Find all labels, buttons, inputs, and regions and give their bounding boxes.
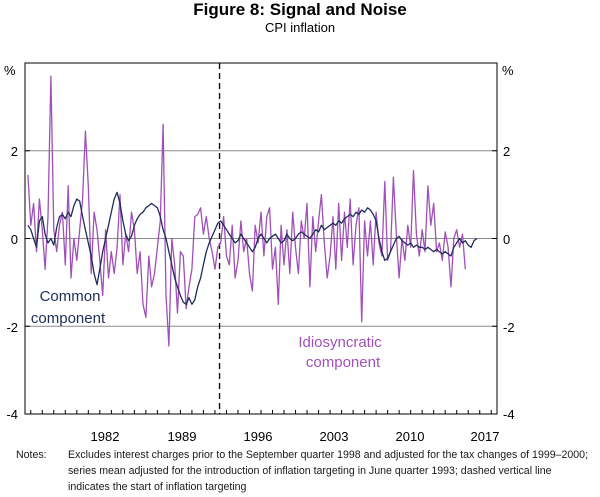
y-tick-label-right: -2 (503, 320, 515, 335)
y-tick-label-left: -4 (6, 407, 18, 422)
axis-ticks (25, 62, 497, 415)
gridlines (25, 63, 497, 414)
y-unit-label-right: % (502, 63, 514, 78)
y-unit-label-left: % (4, 63, 16, 78)
y-tick-label-right: 0 (503, 232, 510, 247)
idiosyncratic-component-label: Idiosyncratic (298, 334, 382, 351)
x-tick-label: 1996 (244, 429, 273, 444)
y-tick-label-left: 0 (11, 232, 18, 247)
common-component-label: Common (40, 288, 101, 305)
chart-canvas: % % 2 0 -2 -4 2 0 -2 -4 1982 1989 1996 2… (4, 62, 515, 444)
notes-text: Excludes interest charges prior to the S… (68, 449, 589, 493)
x-tick-label: 2003 (320, 429, 349, 444)
y-tick-label-left: 2 (11, 144, 18, 159)
common-component-line (27, 191, 478, 305)
chart-subtitle: CPI inflation (264, 20, 336, 35)
x-tick-label: 2017 (471, 429, 500, 444)
y-tick-label-right: -4 (503, 407, 515, 422)
common-component-label: component (31, 310, 106, 327)
x-tick-label: 1982 (91, 429, 120, 444)
idiosyncratic-component-line (27, 75, 466, 347)
notes-label: Notes: (16, 449, 47, 461)
idiosyncratic-component-label: component (306, 354, 381, 371)
y-tick-label-left: -2 (6, 320, 18, 335)
y-tick-label-right: 2 (503, 144, 510, 159)
x-tick-label: 2010 (396, 429, 425, 444)
x-tick-label: 1989 (168, 429, 197, 444)
series-lines (27, 75, 478, 347)
chart-title: Figure 8: Signal and Noise (193, 0, 407, 19)
